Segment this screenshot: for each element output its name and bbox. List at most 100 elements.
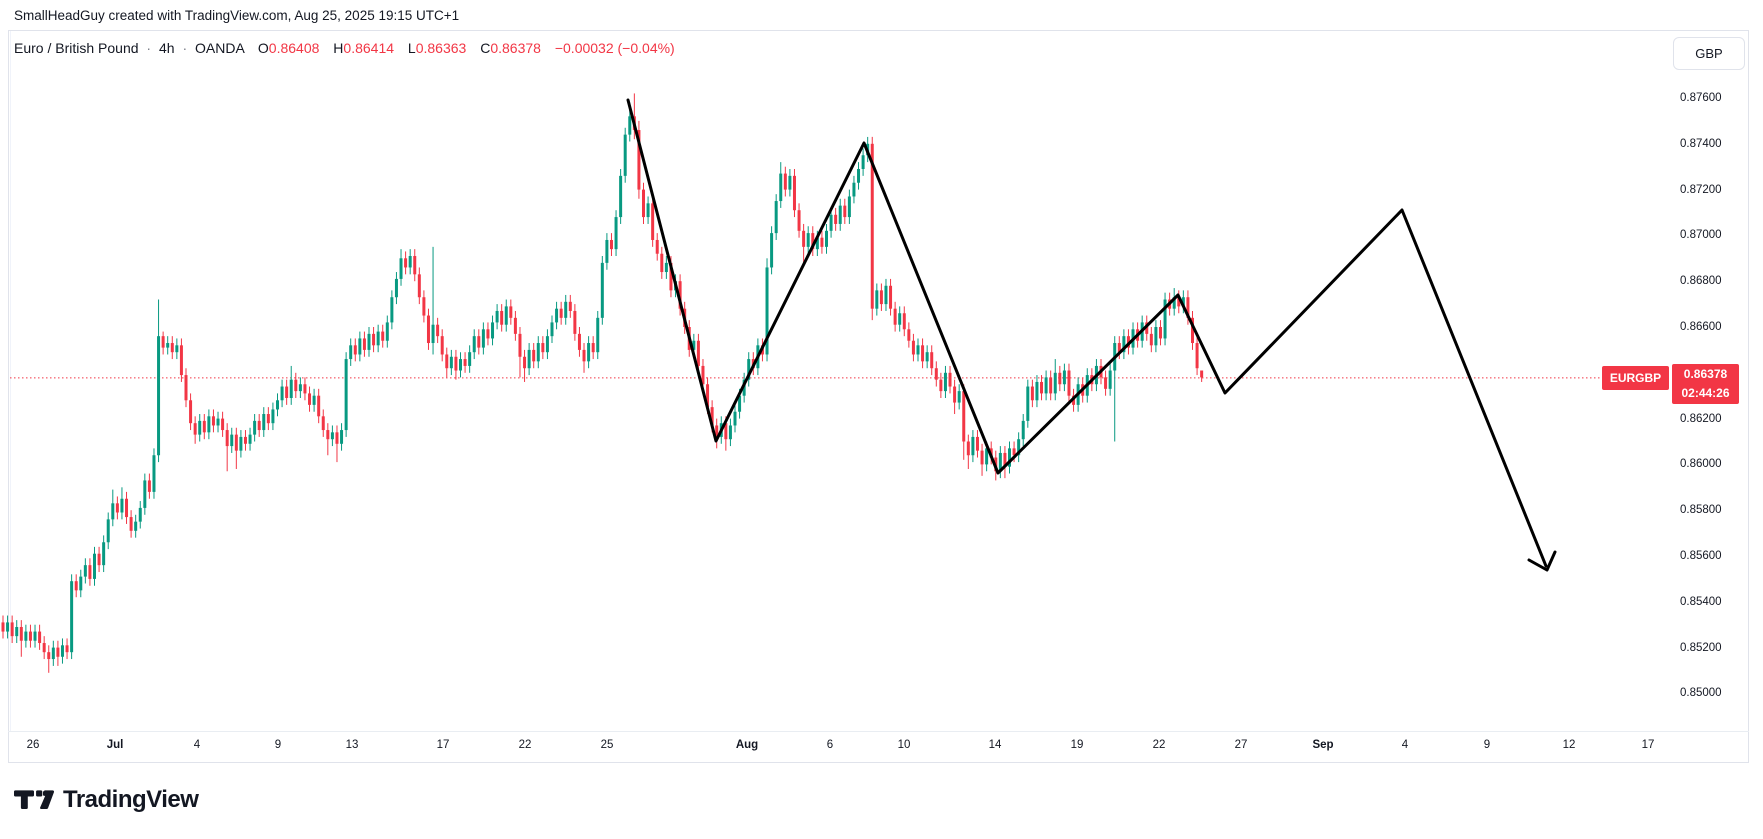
candle-body bbox=[308, 393, 312, 405]
time-axis-label: 9 bbox=[274, 739, 282, 751]
candle-body bbox=[161, 336, 165, 348]
candle-body bbox=[985, 448, 989, 465]
candle-body bbox=[696, 340, 700, 366]
candle-body bbox=[115, 503, 119, 513]
candle-body bbox=[1108, 370, 1112, 389]
candle-body bbox=[234, 434, 238, 451]
candle-body bbox=[97, 553, 101, 566]
candle-body bbox=[1191, 317, 1194, 344]
candle-body bbox=[939, 379, 943, 392]
candle-body bbox=[248, 434, 252, 444]
candle-body bbox=[143, 480, 147, 508]
candle-body bbox=[1117, 343, 1121, 353]
time-axis-label: 13 bbox=[345, 739, 359, 751]
candle-body bbox=[724, 423, 728, 440]
candle-body bbox=[678, 281, 682, 309]
candle-body bbox=[266, 414, 270, 424]
candle-body bbox=[706, 384, 710, 408]
candle-body bbox=[623, 134, 627, 176]
candle-body bbox=[587, 343, 591, 362]
candle-body bbox=[559, 308, 563, 318]
change-value: −0.00032 (−0.04%) bbox=[554, 40, 675, 56]
candle-body bbox=[404, 258, 408, 268]
candle-body bbox=[911, 340, 915, 355]
candle-body bbox=[312, 395, 316, 405]
candle-body bbox=[619, 175, 623, 218]
candle-body bbox=[1, 622, 5, 632]
candle-body bbox=[330, 432, 334, 440]
candle-body bbox=[262, 414, 266, 431]
candle-body bbox=[500, 310, 504, 325]
candle-body bbox=[276, 400, 279, 410]
candle-body bbox=[664, 262, 668, 273]
candle-body bbox=[1049, 377, 1053, 394]
candle-body bbox=[93, 553, 96, 579]
candle-body bbox=[42, 643, 46, 653]
candle-body bbox=[829, 214, 833, 231]
time-axis-label: Jul bbox=[106, 739, 124, 751]
time-axis-label: 17 bbox=[436, 739, 450, 751]
arrowhead-icon bbox=[1527, 550, 1557, 572]
time-axis-label: 12 bbox=[1562, 739, 1576, 751]
candle-body bbox=[875, 290, 879, 309]
candle-body bbox=[518, 333, 522, 357]
candle-body bbox=[175, 345, 179, 353]
candle-body bbox=[33, 631, 37, 641]
candle-body bbox=[921, 345, 925, 362]
candle-body bbox=[600, 262, 604, 318]
candle-body bbox=[651, 203, 655, 240]
candle-body bbox=[1177, 297, 1181, 307]
candle-body bbox=[596, 317, 600, 353]
separator-dot: · bbox=[182, 40, 188, 56]
candle-body bbox=[225, 430, 229, 447]
separator-dot: · bbox=[146, 40, 152, 56]
candle-body bbox=[582, 349, 586, 362]
candle-body bbox=[1044, 377, 1048, 394]
candle-body bbox=[335, 432, 339, 444]
candle-body bbox=[852, 182, 856, 197]
candle-body bbox=[889, 285, 893, 309]
candle-body bbox=[916, 345, 920, 355]
candle-body bbox=[60, 645, 64, 657]
candle-body bbox=[893, 308, 897, 325]
low-value: 0.86363 bbox=[415, 40, 467, 56]
current-price-value: 0.86378 bbox=[1683, 367, 1728, 381]
candle-body bbox=[669, 262, 673, 291]
candle-body bbox=[843, 205, 847, 218]
candle-body bbox=[202, 420, 206, 433]
candle-body bbox=[394, 278, 398, 298]
price-axis-label: 0.85400 bbox=[1680, 595, 1722, 608]
candle-body bbox=[230, 434, 234, 447]
candle-body bbox=[340, 430, 344, 444]
candle-body bbox=[1003, 452, 1007, 467]
candle-body bbox=[120, 498, 124, 513]
currency-button[interactable]: GBP bbox=[1673, 37, 1745, 70]
candle-body bbox=[728, 425, 732, 440]
candle-body bbox=[962, 391, 966, 442]
candle-body bbox=[147, 480, 151, 492]
candle-body bbox=[463, 359, 467, 366]
candle-body bbox=[1172, 297, 1176, 309]
candle-body bbox=[527, 349, 531, 369]
time-axis-label: 9 bbox=[1483, 739, 1491, 751]
candle-body bbox=[280, 386, 284, 401]
candlestick-series bbox=[1, 93, 1204, 673]
interval-label: 4h bbox=[158, 40, 175, 56]
candle-body bbox=[166, 343, 170, 348]
candle-body bbox=[426, 315, 430, 344]
candle-body bbox=[481, 329, 485, 348]
candle-body bbox=[1040, 381, 1044, 394]
open-key: O bbox=[257, 40, 269, 56]
candle-body bbox=[111, 503, 115, 520]
candle-body bbox=[971, 436, 975, 456]
high-value: 0.86414 bbox=[343, 40, 395, 56]
candle-body bbox=[957, 391, 961, 403]
time-axis-label: 27 bbox=[1234, 739, 1248, 751]
candle-body bbox=[870, 143, 874, 309]
candle-body bbox=[642, 189, 645, 218]
time-axis-label: 19 bbox=[1070, 739, 1084, 751]
trend-arrow-drawing[interactable] bbox=[626, 98, 1548, 568]
candle-body bbox=[413, 256, 417, 275]
chart-legend: Euro / British Pound · 4h · OANDA O0.864… bbox=[14, 40, 675, 56]
